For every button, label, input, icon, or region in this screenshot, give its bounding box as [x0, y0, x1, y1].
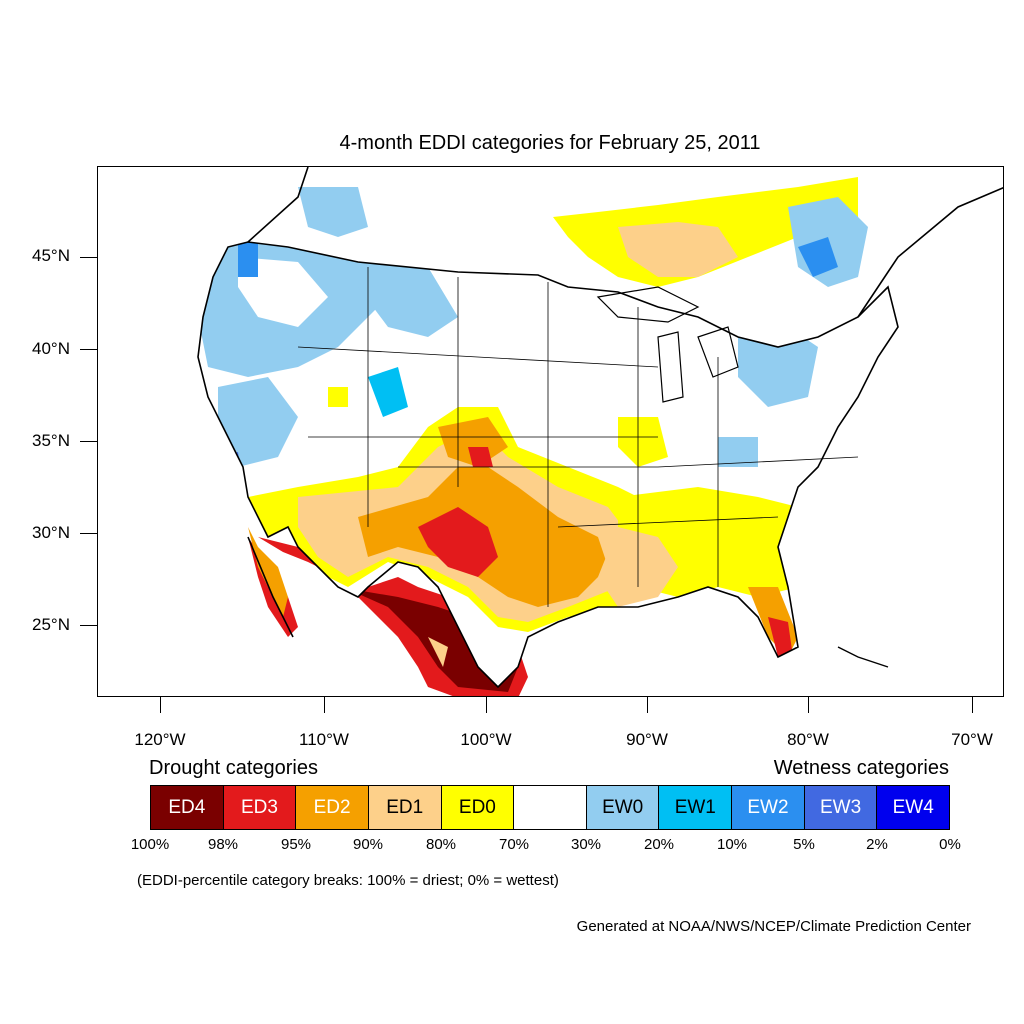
canada-ew2-region	[798, 237, 838, 277]
utah-ew1-patch	[368, 367, 408, 417]
eddi-map	[197, 167, 1003, 696]
pct-label-0: 0%	[939, 836, 961, 853]
lon-label-70w: 70°W	[951, 730, 993, 749]
legend-cell-ew3: EW3	[804, 786, 878, 829]
lat-tick-30n	[80, 533, 97, 534]
pnw-ew2-patch	[238, 242, 258, 277]
great-lakes	[596, 286, 739, 403]
nevada-ed0-patch	[328, 387, 348, 407]
pct-label-90: 90%	[352, 836, 384, 853]
canada-east-coast	[857, 186, 1003, 318]
ohio-valley-ew0-patch	[718, 437, 758, 467]
baja-ed2-region	[248, 527, 288, 617]
pct-label-100: 100%	[130, 836, 170, 853]
pct-label-5: 5%	[793, 836, 815, 853]
mexico-ed1-patch	[428, 637, 448, 667]
map-title: 4-month EDDI categories for February 25,…	[339, 132, 761, 154]
category-breaks-note: (EDDI-percentile category breaks: 100% =…	[137, 872, 559, 889]
legend-cell-ed4: ED4	[151, 786, 224, 829]
pct-label-10: 10%	[716, 836, 748, 853]
cuba-coast	[837, 646, 889, 668]
pct-label-80: 80%	[425, 836, 457, 853]
legend-cell-ew2: EW2	[732, 786, 805, 829]
legend-label-ed0: ED0	[458, 796, 496, 818]
legend-cell-ew1: EW1	[659, 786, 733, 829]
legend-cell-ew0: EW0	[586, 786, 660, 829]
lon-label-110w: 110°W	[299, 730, 349, 749]
drought-categories-heading: Drought categories	[149, 757, 318, 779]
legend-label-ew4: EW4	[892, 796, 934, 818]
lat-label-45n: 45°N	[32, 246, 70, 265]
lat-label-25n: 25°N	[32, 615, 70, 634]
west-normal-patch	[238, 257, 328, 327]
lon-tick-100w	[486, 697, 487, 713]
canada-west-ew0-region	[298, 187, 368, 237]
pct-label-2: 2%	[866, 836, 888, 853]
legend-label-ew0: EW0	[602, 796, 644, 818]
lon-label-120w: 120°W	[134, 730, 186, 749]
wetness-categories-heading: Wetness categories	[773, 757, 949, 779]
legend-cell-ed3: ED3	[223, 786, 297, 829]
lon-tick-80w	[808, 697, 809, 713]
pct-label-70: 70%	[498, 836, 530, 853]
legend-label-ew2: EW2	[747, 796, 789, 818]
pct-label-98: 98%	[207, 836, 239, 853]
legend-label-ed3: ED3	[240, 796, 278, 818]
legend-label-ew3: EW3	[819, 796, 862, 818]
florida-ed3-region	[768, 617, 793, 657]
sierra-ew0-region	[218, 377, 298, 467]
legend-label-ed2: ED2	[313, 796, 351, 818]
rockies-ew0-region	[358, 257, 458, 337]
canada-ed1-region	[618, 222, 738, 277]
us-boundary	[197, 241, 899, 689]
plains-ed2-region	[438, 417, 508, 467]
legend-label-ew1: EW1	[674, 796, 716, 818]
lon-label-80w: 80°W	[787, 730, 829, 749]
pct-label-95: 95%	[280, 836, 312, 853]
lon-tick-70w	[972, 697, 973, 713]
legend-label-ed4: ED4	[168, 796, 206, 818]
kansas-ed3-patch	[468, 447, 493, 467]
credit-line: Generated at NOAA/NWS/NCEP/Climate Predi…	[576, 918, 971, 935]
lat-label-30n: 30°N	[32, 523, 70, 542]
legend-label-ed1: ED1	[386, 796, 424, 818]
legend-cell-ew4: EW4	[877, 786, 950, 829]
pct-label-20: 20%	[643, 836, 675, 853]
lat-label-40n: 40°N	[32, 339, 70, 358]
lat-tick-35n	[80, 441, 97, 442]
legend-cell-ed2: ED2	[296, 786, 369, 829]
lon-label-100w: 100°W	[460, 730, 512, 749]
us-category-layer	[198, 242, 898, 687]
legend-cell-normal	[514, 786, 587, 829]
lon-tick-90w	[647, 697, 648, 713]
midwest-ed0-region	[618, 417, 668, 467]
lat-label-35n: 35°N	[32, 431, 70, 450]
baja-coast	[247, 536, 294, 638]
state-boundaries	[297, 267, 859, 607]
lat-tick-45n	[80, 257, 97, 258]
map-frame	[97, 166, 1004, 697]
legend-cell-ed0: ED0	[441, 786, 515, 829]
texas-ed3-region	[418, 507, 498, 577]
category-legend-bar: ED4 ED3 ED2 ED1 ED0 EW0 EW1 EW2 EW3 EW4	[150, 785, 950, 830]
lat-tick-40n	[80, 349, 97, 350]
lon-tick-120w	[160, 697, 161, 713]
lat-tick-25n	[80, 625, 97, 626]
legend-cell-ed1: ED1	[368, 786, 442, 829]
canada-west-coast	[247, 167, 309, 243]
lon-tick-110w	[324, 697, 325, 713]
northeast-ew0-region	[738, 327, 818, 407]
lon-label-90w: 90°W	[626, 730, 668, 749]
pct-label-30: 30%	[570, 836, 602, 853]
